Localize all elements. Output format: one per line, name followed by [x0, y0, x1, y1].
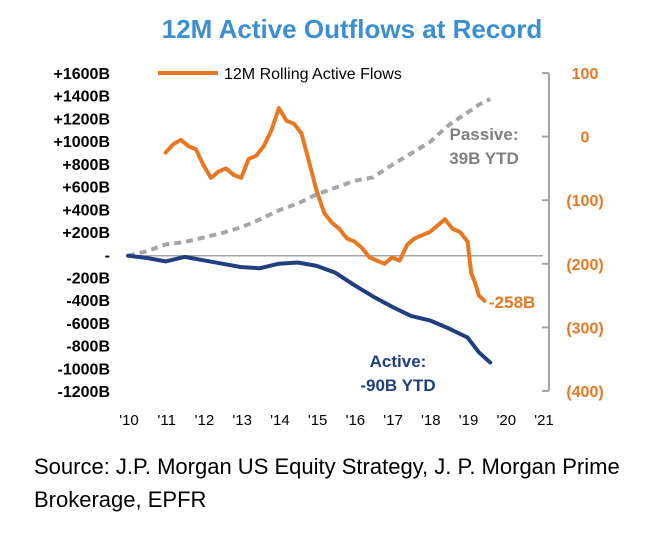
left-tick-label: - — [105, 248, 110, 265]
left-tick-label: -600B — [66, 316, 110, 333]
left-tick-label: +600B — [62, 180, 110, 197]
legend-label: 12M Rolling Active Flows — [224, 66, 402, 83]
x-tick-label: '19 — [459, 412, 479, 429]
left-tick-label: -1200B — [58, 384, 110, 401]
passive-annotation-value: 39B YTD — [449, 149, 519, 168]
source-note: Source: J.P. Morgan US Equity Strategy, … — [34, 454, 620, 512]
left-tick-label: +800B — [62, 157, 110, 174]
left-tick-label: -800B — [66, 339, 110, 356]
right-tick-label: (200) — [566, 257, 603, 274]
legend: 12M Rolling Active Flows — [158, 66, 402, 83]
right-axis: 100 0 (100) (200) (300) (400) — [542, 66, 604, 401]
left-tick-label: -1000B — [58, 361, 110, 378]
x-tick-label: '15 — [308, 412, 328, 429]
x-tick-label: '11 — [158, 412, 176, 429]
left-tick-label: +1000B — [54, 134, 111, 151]
left-tick-label: +1200B — [54, 111, 111, 128]
chart-title: 12M Active Outflows at Record — [162, 14, 542, 44]
left-tick-label: +1600B — [54, 66, 111, 83]
x-tick-label: '20 — [496, 412, 516, 429]
right-tick-label: 100 — [572, 66, 599, 83]
x-tick-label: '18 — [421, 412, 441, 429]
left-tick-label: +200B — [62, 225, 110, 242]
x-tick-label: '21 — [534, 412, 554, 429]
active-annotation-value: -90B YTD — [360, 376, 435, 395]
right-tick-label: (400) — [566, 384, 603, 401]
right-tick-label: (100) — [566, 193, 603, 210]
x-tick-label: '10 — [119, 412, 139, 429]
x-tick-label: '12 — [195, 412, 215, 429]
passive-annotation-label: Passive: — [450, 125, 519, 144]
series-layer — [126, 97, 493, 365]
passive-flows-line — [127, 97, 492, 258]
left-tick-label: -200B — [66, 270, 110, 287]
right-tick-label: (300) — [566, 320, 603, 337]
x-tick-label: '14 — [270, 412, 290, 429]
x-tick-label: '16 — [346, 412, 366, 429]
left-tick-label: +1400B — [54, 89, 111, 106]
left-tick-label: -400B — [66, 293, 110, 310]
left-tick-label: +400B — [62, 202, 110, 219]
left-axis-ticks: +1600B +1400B +1200B +1000B +800B +600B +400B +… — [54, 66, 111, 401]
x-axis: '10 '11 '12 '13 '14 '15 '16 '17 '18 '19 '20 '21 — [119, 412, 554, 429]
active-flows-line — [126, 253, 493, 365]
x-tick-label: '13 — [232, 412, 252, 429]
rolling-active-flows-line — [163, 106, 487, 303]
right-tick-label: 0 — [581, 130, 590, 147]
rolling-annotation-value: -258B — [489, 293, 535, 312]
active-annotation-label: Active: — [370, 352, 427, 371]
x-tick-label: '17 — [383, 412, 403, 429]
